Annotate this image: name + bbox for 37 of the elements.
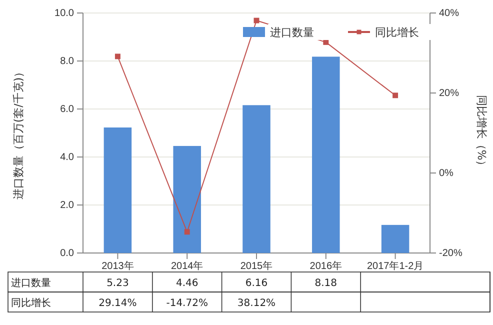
y2-tick-label: 0% xyxy=(439,168,454,180)
text: 进口数量 xyxy=(11,278,51,289)
point xyxy=(254,18,260,24)
y-tick-label: 4.0 xyxy=(60,152,74,164)
y-tick-label: 2.0 xyxy=(60,200,74,212)
bar xyxy=(104,127,132,253)
y-tick-label: 0.0 xyxy=(60,248,74,260)
legend-label: 进口数量 xyxy=(270,26,314,39)
y2-tick-label: 40% xyxy=(439,8,460,20)
x-tick-label: 2015年 xyxy=(240,260,273,272)
point xyxy=(114,54,120,60)
y-axis-title: 进口数量（百万(套/千克)） xyxy=(12,66,25,200)
data-label: 29.14% xyxy=(98,298,137,309)
y2-axis-title: 同比增长（%） xyxy=(475,94,488,172)
bar xyxy=(173,146,201,253)
bar xyxy=(312,56,340,253)
bar xyxy=(381,224,410,253)
y-tick-label: 8.0 xyxy=(60,56,74,68)
x-tick-label: 2013年 xyxy=(102,260,134,272)
legend-label: 同比增长 xyxy=(375,26,419,39)
y-tick-label: 10.0 xyxy=(54,8,74,20)
x-tick-label: 2014年 xyxy=(170,260,204,272)
x-tick-label: 2017年1-2月 xyxy=(366,260,424,272)
point xyxy=(392,92,398,98)
y-tick-label: 6.0 xyxy=(60,104,74,116)
data-label: 8.18 xyxy=(314,278,338,289)
data-label: 6.16 xyxy=(245,278,268,289)
point xyxy=(184,229,190,235)
y2-tick-label: -20% xyxy=(439,248,462,260)
y2-tick-label: 20% xyxy=(439,88,460,100)
data-label: 4.46 xyxy=(176,278,198,289)
data-label: 38.12% xyxy=(237,298,276,309)
text: 同比增长 xyxy=(11,298,51,309)
x-tick-label: 2016年 xyxy=(310,260,342,272)
bar xyxy=(242,105,270,253)
data-label: -14.72% xyxy=(166,298,208,309)
data-label: 5.23 xyxy=(106,278,129,289)
